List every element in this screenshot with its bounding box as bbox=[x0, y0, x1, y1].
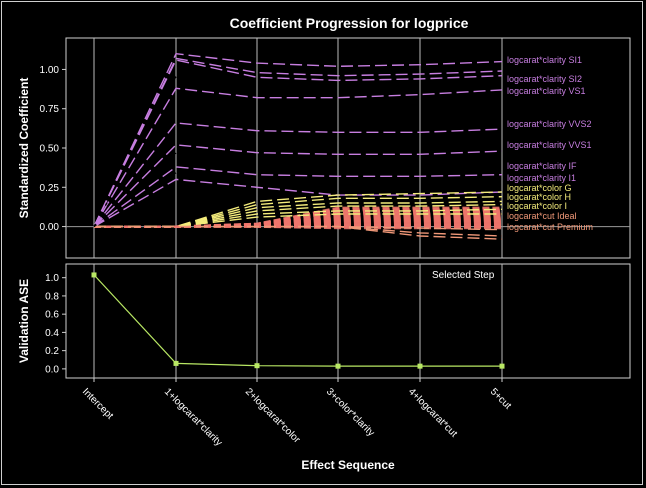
top-ytick-label-2: 0.50 bbox=[40, 144, 60, 155]
validation-ase-point-4 bbox=[417, 363, 423, 369]
series-label-2: logcarat*clarity SI2 bbox=[507, 74, 582, 84]
x-tick-label-0: Intercept bbox=[80, 386, 115, 421]
chart-title: Coefficient Progression for logprice bbox=[230, 15, 469, 31]
x-axis-label: Effect Sequence bbox=[301, 458, 395, 472]
coefficient-line-3 bbox=[93, 87, 503, 227]
validation-ase-point-5 bbox=[499, 363, 505, 369]
x-tick-label-4: 4+logcarat*cut bbox=[406, 386, 459, 439]
series-label-5: logcarat*clarity VVS1 bbox=[507, 140, 592, 150]
coefficient-line-16 bbox=[94, 225, 503, 240]
validation-ase-line bbox=[93, 274, 502, 367]
x-axis-ticks: Intercept 1+logcarat*clarity 2+logcarat*co… bbox=[80, 378, 513, 449]
x-tick-label-3: 3+color*clarity bbox=[324, 386, 376, 438]
dash-overlay-2 bbox=[93, 101, 177, 227]
coefficient-line-5 bbox=[93, 144, 503, 228]
x-tick-label-2: 2+logcarat*color bbox=[243, 386, 303, 446]
validation-ase-point-2 bbox=[254, 363, 260, 369]
bottom-panel: 0.0 0.2 0.4 0.6 0.8 1.0 Selected Step Validat… bbox=[17, 263, 631, 379]
coefficient-line-7 bbox=[93, 178, 503, 228]
bottom-ytick-label-1: 0.2 bbox=[45, 346, 59, 357]
series-label-0: logcarat*clarity SI1 bbox=[507, 55, 582, 65]
top-panel: 0.00 0.25 0.50 0.75 1.00 logcarat*clarity SI… bbox=[17, 37, 631, 259]
bottom-ytick-label-5: 1.0 bbox=[45, 273, 59, 284]
bottom-panel-frame bbox=[65, 263, 631, 379]
series-label-8: logcarat*color G bbox=[507, 183, 572, 193]
bottom-ytick-label-4: 0.8 bbox=[45, 291, 59, 302]
coefficient-line-0 bbox=[93, 52, 503, 227]
dash-overlay-1 bbox=[93, 76, 177, 227]
bottom-ytick-label-2: 0.4 bbox=[45, 328, 59, 339]
bottom-ytick-label-0: 0.0 bbox=[45, 364, 59, 375]
coefficient-line-6 bbox=[93, 166, 503, 228]
coefficient-line-2 bbox=[93, 59, 503, 227]
x-tick-label-5: 5+cut bbox=[488, 386, 513, 411]
top-ytick-label-0: 0.00 bbox=[40, 222, 60, 233]
top-ytick-label-1: 0.25 bbox=[40, 183, 60, 194]
validation-ase-point-1 bbox=[173, 360, 179, 366]
series-label-10: logcarat*color I bbox=[507, 201, 567, 211]
selected-step-annotation: Selected Step bbox=[432, 270, 495, 281]
top-y-axis-label: Standardized Coefficient bbox=[17, 78, 31, 219]
dash-overlay-5 bbox=[93, 172, 177, 228]
series-label-6: logcarat*clarity IF bbox=[507, 161, 577, 171]
series-label-15: logcarat*cut Premium bbox=[507, 222, 593, 232]
validation-ase-point-0 bbox=[91, 272, 97, 278]
coefficient-line-4 bbox=[93, 122, 503, 228]
series-label-3: logcarat*clarity VS1 bbox=[507, 86, 586, 96]
series-label-4: logcarat*clarity VVS2 bbox=[507, 119, 592, 129]
validation-ase-point-3 bbox=[335, 363, 341, 369]
series-label-7: logcarat*clarity I1 bbox=[507, 173, 576, 183]
bottom-ytick-label-3: 0.6 bbox=[45, 310, 59, 321]
top-ytick-label-4: 1.00 bbox=[40, 65, 60, 76]
series-label-14: logcarat*cut Ideal bbox=[507, 211, 577, 221]
dash-overlay-3 bbox=[93, 132, 177, 227]
bottom-y-axis-label: Validation ASE bbox=[17, 279, 31, 363]
x-tick-label-1: 1+logcarat*clarity bbox=[162, 386, 224, 448]
top-ytick-label-3: 0.75 bbox=[40, 104, 60, 115]
series-label-9: logcarat*color H bbox=[507, 192, 571, 202]
